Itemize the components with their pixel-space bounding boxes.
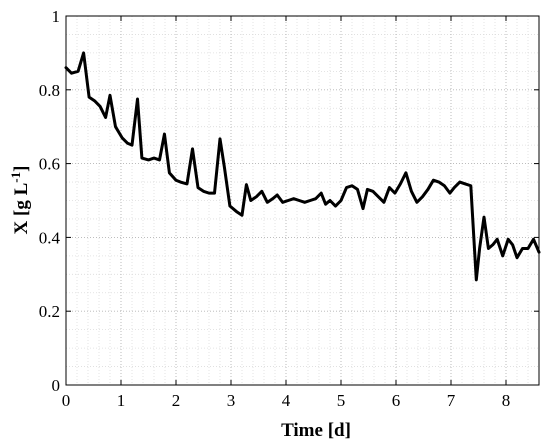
x-tick-label: 5 xyxy=(337,391,346,410)
y-tick-label: 1 xyxy=(52,7,61,26)
x-tick-labels: 0 1 2 3 4 5 6 7 8 xyxy=(62,391,511,410)
x-axis-title: Time [d] xyxy=(281,420,351,441)
y-axis-title: X [g L-1] xyxy=(8,166,33,235)
x-tick-label: 0 xyxy=(62,391,71,410)
y-tick-label: 0.8 xyxy=(39,81,60,100)
y-axis-title-base: X [g L xyxy=(11,183,32,235)
x-tick-label: 4 xyxy=(282,391,291,410)
series-line xyxy=(64,51,541,282)
y-tick-label: 0.2 xyxy=(39,302,60,321)
axis-ticks xyxy=(65,15,539,386)
plot-frame xyxy=(65,15,540,386)
y-axis-title-exponent: -1 xyxy=(8,172,23,183)
y-tick-label: 0 xyxy=(52,376,61,395)
y-axis-title-close: ] xyxy=(11,166,32,172)
x-tick-label: 1 xyxy=(117,391,126,410)
x-tick-label: 2 xyxy=(172,391,181,410)
y-tick-label: 0.6 xyxy=(39,155,60,174)
x-tick-label: 3 xyxy=(227,391,236,410)
x-tick-label: 6 xyxy=(392,391,401,410)
y-tick-label: 0.4 xyxy=(39,228,61,247)
series-layer xyxy=(64,51,541,282)
x-tick-label: 7 xyxy=(447,391,456,410)
y-tick-labels: 0 0.2 0.4 0.6 0.8 1 xyxy=(39,7,61,395)
x-tick-label: 8 xyxy=(502,391,511,410)
